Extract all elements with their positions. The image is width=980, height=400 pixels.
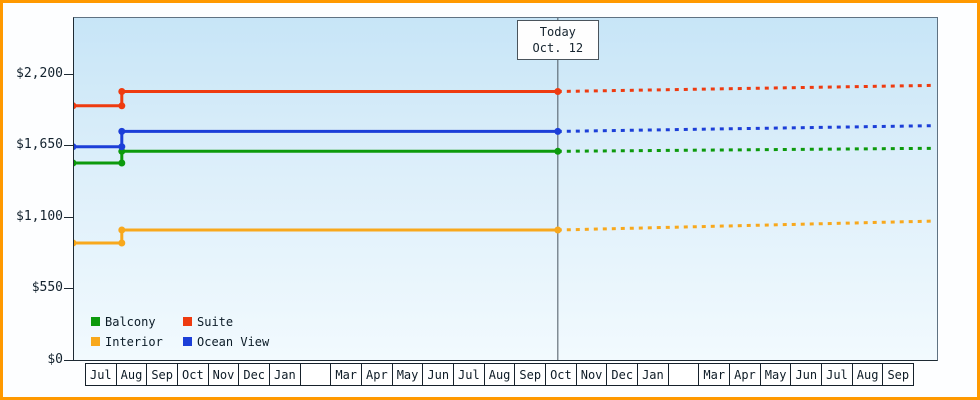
data-point-marker bbox=[118, 226, 126, 234]
legend-label-ocean-view: Ocean View bbox=[197, 334, 270, 349]
interior-swatch bbox=[91, 337, 100, 346]
month-cell-jun: Jun bbox=[790, 363, 823, 386]
legend-item-suite: Suite bbox=[183, 312, 269, 331]
month-cell-aug: Aug bbox=[483, 363, 516, 386]
data-point-marker bbox=[554, 147, 562, 155]
y-tick-mark bbox=[64, 145, 73, 147]
month-cell-mar: Mar bbox=[698, 363, 731, 386]
data-point-marker bbox=[118, 159, 126, 167]
forecast-line-ocean-view bbox=[557, 124, 933, 133]
legend-item-balcony: Balcony bbox=[91, 312, 183, 331]
y-tick-mark bbox=[64, 216, 73, 218]
month-cell-oct: Oct bbox=[177, 363, 209, 386]
series-line-interior bbox=[74, 228, 558, 245]
y-tick-label: $550 bbox=[31, 280, 63, 296]
month-cell-jul: Jul bbox=[821, 363, 853, 386]
data-point-marker bbox=[554, 226, 562, 234]
forecast-line-balcony bbox=[557, 146, 933, 153]
month-cell-sep: Sep bbox=[514, 363, 547, 386]
month-cell-apr: Apr bbox=[729, 363, 761, 386]
data-point-marker bbox=[118, 239, 126, 247]
month-cell-oct: Oct bbox=[545, 363, 577, 386]
forecast-line-interior bbox=[557, 219, 933, 232]
month-cell-blank bbox=[299, 363, 332, 386]
chart-canvas bbox=[74, 18, 933, 360]
legend-label-interior: Interior bbox=[105, 334, 163, 349]
data-point-marker bbox=[74, 102, 77, 110]
legend: Balcony Suite Interior Ocean View bbox=[91, 312, 269, 351]
month-cell-jun: Jun bbox=[422, 363, 455, 386]
today-date: Oct. 12 bbox=[532, 41, 584, 55]
month-cell-aug: Aug bbox=[851, 363, 884, 386]
balcony-swatch bbox=[91, 317, 100, 326]
month-cell-may: May bbox=[759, 363, 792, 386]
y-tick-label: $0 bbox=[47, 352, 63, 367]
data-point-marker bbox=[74, 239, 77, 247]
plot-area bbox=[73, 17, 938, 361]
data-point-marker bbox=[554, 127, 562, 135]
y-tick-mark bbox=[64, 73, 73, 75]
legend-item-interior: Interior bbox=[91, 332, 183, 351]
today-marker-label: Today Oct. 12 bbox=[516, 20, 599, 60]
x-axis-month-row: Jul Aug Sep Oct Nov Dec Jan Mar Apr May Jun Jul Aug S… bbox=[85, 363, 915, 386]
month-cell-nov: Nov bbox=[207, 363, 240, 386]
series-line-ocean-view bbox=[74, 129, 558, 149]
y-tick-label: $1,100 bbox=[16, 208, 63, 224]
y-tick-label: $2,200 bbox=[16, 65, 63, 81]
month-cell-dec: Dec bbox=[606, 363, 639, 386]
month-cell-may: May bbox=[391, 363, 424, 386]
month-cell-blank bbox=[667, 363, 700, 386]
y-tick-mark bbox=[64, 288, 73, 290]
data-point-marker bbox=[118, 143, 126, 151]
month-cell-nov: Nov bbox=[575, 363, 608, 386]
month-cell-jul: Jul bbox=[85, 363, 117, 386]
series-line-balcony bbox=[74, 149, 558, 165]
month-cell-jul: Jul bbox=[453, 363, 485, 386]
month-cell-dec: Dec bbox=[238, 363, 271, 386]
suite-swatch bbox=[183, 317, 192, 326]
data-point-marker bbox=[554, 88, 562, 95]
data-point-marker bbox=[118, 127, 126, 135]
month-cell-sep: Sep bbox=[146, 363, 179, 386]
data-point-marker bbox=[74, 159, 77, 167]
month-cell-aug: Aug bbox=[115, 363, 148, 386]
month-cell-jan: Jan bbox=[637, 363, 669, 386]
data-point-marker bbox=[118, 88, 126, 95]
y-tick-mark bbox=[64, 360, 73, 361]
forecast-line-suite bbox=[557, 83, 933, 93]
data-point-marker bbox=[118, 102, 126, 110]
y-tick-label: $1,650 bbox=[16, 137, 63, 153]
month-cell-jan: Jan bbox=[269, 363, 301, 386]
month-cell-apr: Apr bbox=[361, 363, 393, 386]
legend-label-suite: Suite bbox=[197, 314, 234, 329]
legend-label-balcony: Balcony bbox=[105, 314, 156, 329]
ocean-view-swatch bbox=[183, 337, 192, 346]
month-cell-sep: Sep bbox=[882, 363, 915, 386]
month-cell-mar: Mar bbox=[330, 363, 363, 386]
legend-item-ocean-view: Ocean View bbox=[183, 332, 269, 351]
data-point-marker bbox=[74, 143, 77, 151]
today-label: Today bbox=[539, 25, 576, 39]
series-line-suite bbox=[74, 90, 558, 108]
